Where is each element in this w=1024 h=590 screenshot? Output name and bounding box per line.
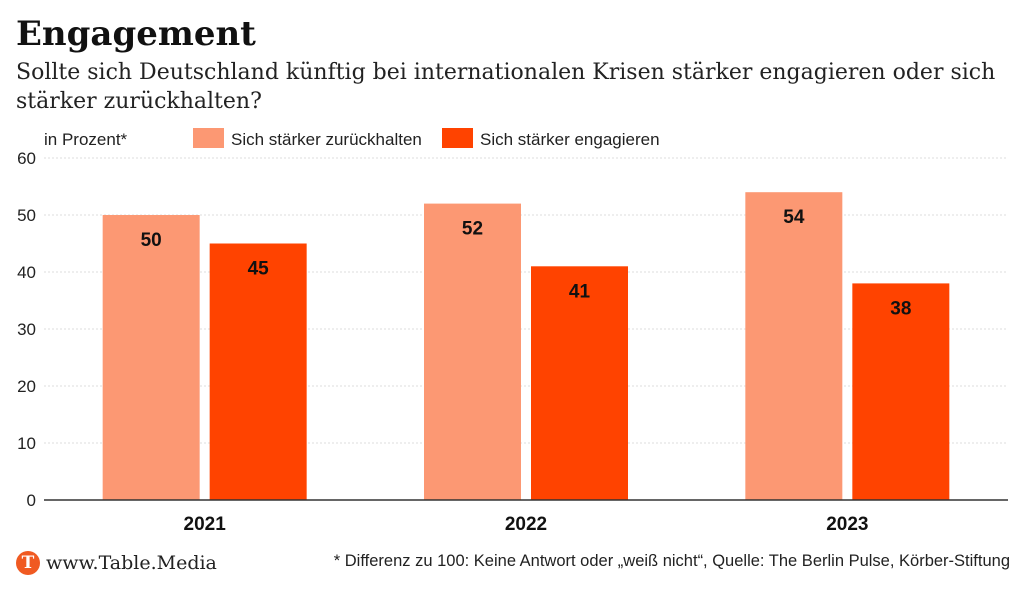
site-url: www.Table.Media (46, 552, 217, 574)
data-label: 41 (569, 281, 591, 302)
y-tick-label: 50 (17, 206, 36, 225)
bar (102, 215, 200, 500)
bar (852, 283, 950, 500)
data-label: 45 (248, 259, 270, 280)
y-tick-label: 40 (17, 263, 36, 282)
brand: T www.Table.Media (16, 549, 217, 577)
gridlines (44, 157, 1008, 444)
x-tick-label: 2023 (826, 514, 868, 535)
unit-label: in Prozent* (44, 130, 128, 149)
bar (424, 203, 521, 500)
data-label: 38 (890, 298, 911, 319)
legend-swatch (193, 128, 224, 148)
y-tick-label: 10 (17, 434, 36, 453)
x-tick-label: 2021 (184, 514, 227, 535)
legend-swatch (442, 128, 473, 148)
y-tick-label: 0 (27, 491, 36, 510)
data-label: 54 (783, 207, 805, 228)
data-label: 52 (462, 219, 483, 240)
table-media-logo-icon: T (16, 551, 40, 575)
bar (745, 192, 843, 500)
source-note: * Differenz zu 100: Keine Antwort oder „… (333, 552, 1010, 570)
y-tick-label: 30 (17, 320, 36, 339)
bar (531, 266, 628, 500)
value-labels: 50 45 52 41 54 38 (141, 207, 912, 319)
data-label: 50 (141, 230, 162, 251)
bar (209, 243, 307, 500)
legend-label: Sich stärker engagieren (480, 130, 660, 149)
axes: 0 10 20 30 40 50 60 2021 2022 2023 (17, 149, 1008, 535)
chart-subtitle: Sollte sich Deutschland künftig bei inte… (16, 60, 996, 114)
chart-title: Engagement (16, 14, 256, 54)
y-tick-label: 20 (17, 377, 36, 396)
legend-label: Sich stärker zurückhalten (231, 130, 422, 149)
legend: in Prozent* Sich stärker zurückhalten Sich… (44, 128, 660, 149)
y-tick-label: 60 (17, 149, 36, 168)
bars (102, 192, 950, 500)
x-tick-label: 2022 (505, 514, 547, 535)
